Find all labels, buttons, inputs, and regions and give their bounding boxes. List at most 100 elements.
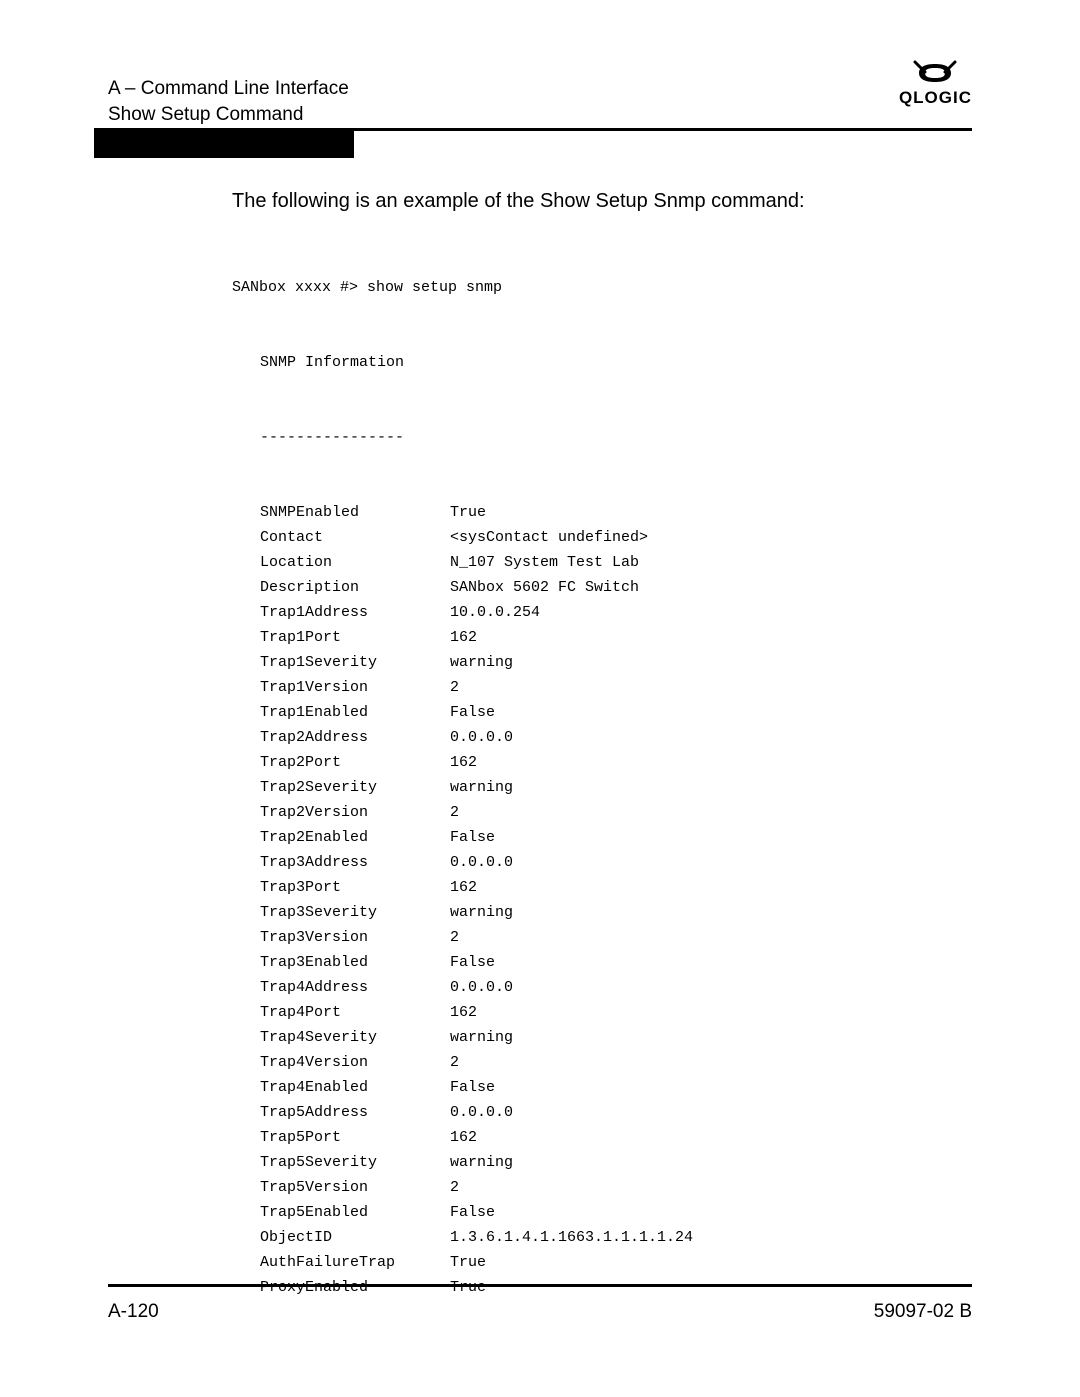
cli-row-value: 162 [450, 1000, 477, 1025]
cli-row-value: N_107 System Test Lab [450, 550, 639, 575]
cli-row-key: AuthFailureTrap [260, 1250, 450, 1275]
cli-row-value: 2 [450, 800, 459, 825]
cli-row: Trap5Severitywarning [260, 1150, 693, 1175]
cli-row-value: warning [450, 900, 513, 925]
cli-row-value: 162 [450, 875, 477, 900]
cli-row: ProxyEnabledTrue [260, 1275, 693, 1300]
cli-row-key: ProxyEnabled [260, 1275, 450, 1300]
qlogic-mark-icon [913, 60, 957, 86]
cli-row-key: Trap1Port [260, 625, 450, 650]
cli-row-value: True [450, 1275, 486, 1300]
cli-row-value: warning [450, 775, 513, 800]
cli-row: Trap4EnabledFalse [260, 1075, 693, 1100]
cli-row-key: Location [260, 550, 450, 575]
cli-row-key: Trap1Address [260, 600, 450, 625]
cli-row-value: False [450, 825, 495, 850]
cli-row-value: 2 [450, 1050, 459, 1075]
cli-row: Trap1Version2 [260, 675, 693, 700]
cli-row-key: ObjectID [260, 1225, 450, 1250]
cli-row: Trap5EnabledFalse [260, 1200, 693, 1225]
cli-row-value: 1.3.6.1.4.1.1663.1.1.1.1.24 [450, 1225, 693, 1250]
cli-rows: SNMPEnabledTrueContact<sysContact undefi… [260, 500, 693, 1300]
cli-row-key: Trap2Address [260, 725, 450, 750]
header-subsection-line: Show Setup Command [108, 102, 972, 128]
cli-row: Trap2EnabledFalse [260, 825, 693, 850]
cli-row: AuthFailureTrapTrue [260, 1250, 693, 1275]
cli-row-key: Trap5Severity [260, 1150, 450, 1175]
cli-row-value: SANbox 5602 FC Switch [450, 575, 639, 600]
cli-row: Trap1Severitywarning [260, 650, 693, 675]
cli-row: Trap5Version2 [260, 1175, 693, 1200]
cli-row: Trap1Address10.0.0.254 [260, 600, 693, 625]
cli-row-value: 0.0.0.0 [450, 975, 513, 1000]
page: A – Command Line Interface Show Setup Co… [0, 0, 1080, 1397]
cli-row-key: Contact [260, 525, 450, 550]
cli-prompt-line: SANbox xxxx #> show setup snmp [232, 275, 693, 300]
cli-row-key: Trap5Port [260, 1125, 450, 1150]
cli-row-key: Trap4Severity [260, 1025, 450, 1050]
cli-row: Trap5Port162 [260, 1125, 693, 1150]
cli-row-key: Trap2Port [260, 750, 450, 775]
cli-row-value: 2 [450, 1175, 459, 1200]
cli-row: SNMPEnabledTrue [260, 500, 693, 525]
brand-logo: QLOGIC [899, 60, 972, 108]
cli-row-value: warning [450, 650, 513, 675]
cli-row-value: 162 [450, 1125, 477, 1150]
cli-row: Trap3Version2 [260, 925, 693, 950]
cli-row-value: True [450, 500, 486, 525]
cli-row-key: Trap3Enabled [260, 950, 450, 975]
cli-row-value: 0.0.0.0 [450, 1100, 513, 1125]
cli-row-value: 0.0.0.0 [450, 725, 513, 750]
cli-row-value: False [450, 1075, 495, 1100]
cli-row: Trap2Version2 [260, 800, 693, 825]
cli-row-key: SNMPEnabled [260, 500, 450, 525]
cli-row: Trap1EnabledFalse [260, 700, 693, 725]
cli-row-key: Trap1Version [260, 675, 450, 700]
cli-row-value: 10.0.0.254 [450, 600, 540, 625]
cli-row-key: Description [260, 575, 450, 600]
cli-row: LocationN_107 System Test Lab [260, 550, 693, 575]
cli-row-value: <sysContact undefined> [450, 525, 648, 550]
cli-title: SNMP Information [260, 350, 693, 375]
cli-row-value: warning [450, 1025, 513, 1050]
cli-row-key: Trap4Address [260, 975, 450, 1000]
cli-row-key: Trap4Enabled [260, 1075, 450, 1100]
header-section-line: A – Command Line Interface [108, 76, 972, 102]
cli-row: Trap3Address0.0.0.0 [260, 850, 693, 875]
cli-row-value: 162 [450, 625, 477, 650]
cli-row-value: True [450, 1250, 486, 1275]
cli-row-value: 2 [450, 925, 459, 950]
cli-row-key: Trap1Severity [260, 650, 450, 675]
cli-row: DescriptionSANbox 5602 FC Switch [260, 575, 693, 600]
cli-row-key: Trap4Port [260, 1000, 450, 1025]
cli-row-key: Trap1Enabled [260, 700, 450, 725]
cli-row-key: Trap5Address [260, 1100, 450, 1125]
cli-row-key: Trap3Address [260, 850, 450, 875]
cli-row-value: 162 [450, 750, 477, 775]
intro-text: The following is an example of the Show … [232, 190, 805, 213]
cli-output-block: SANbox xxxx #> show setup snmp SNMP Info… [232, 225, 693, 1350]
cli-row-value: False [450, 950, 495, 975]
cli-row-key: Trap2Enabled [260, 825, 450, 850]
cli-row: Trap2Severitywarning [260, 775, 693, 800]
cli-row: Trap5Address0.0.0.0 [260, 1100, 693, 1125]
cli-row: Trap3Severitywarning [260, 900, 693, 925]
cli-row-key: Trap5Version [260, 1175, 450, 1200]
cli-row: Trap3EnabledFalse [260, 950, 693, 975]
cli-row: Trap2Port162 [260, 750, 693, 775]
cli-row-value: False [450, 1200, 495, 1225]
cli-row: Trap4Severitywarning [260, 1025, 693, 1050]
cli-row: Trap4Address0.0.0.0 [260, 975, 693, 1000]
page-header: A – Command Line Interface Show Setup Co… [108, 76, 972, 128]
cli-row: Trap3Port162 [260, 875, 693, 900]
cli-row-value: 0.0.0.0 [450, 850, 513, 875]
cli-row: Contact<sysContact undefined> [260, 525, 693, 550]
cli-row-key: Trap3Version [260, 925, 450, 950]
brand-wordmark: QLOGIC [899, 88, 972, 108]
page-footer: A-120 59097-02 B [108, 1301, 972, 1323]
cli-row: Trap2Address0.0.0.0 [260, 725, 693, 750]
cli-row-value: 2 [450, 675, 459, 700]
cli-row-key: Trap3Port [260, 875, 450, 900]
footer-rule [108, 1284, 972, 1287]
cli-row-value: False [450, 700, 495, 725]
